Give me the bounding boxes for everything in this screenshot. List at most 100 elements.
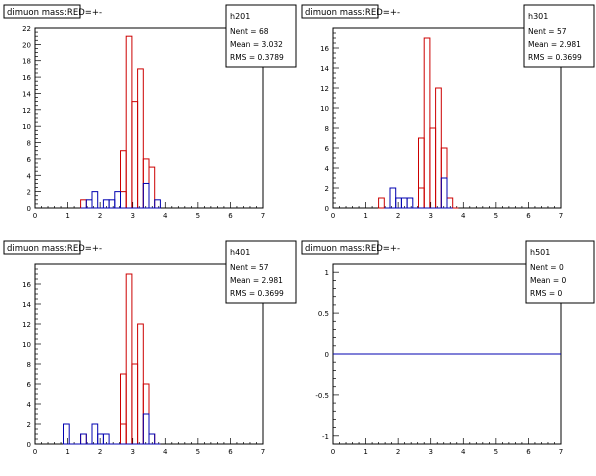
histogram-bin: [378, 197, 385, 209]
histogram-bin: [102, 199, 110, 209]
stats-box: [523, 4, 595, 68]
stats-rms: RMS = 0.3699: [528, 53, 582, 62]
y-tick-label: 14: [22, 301, 31, 309]
y-tick-label: 18: [22, 58, 31, 66]
histogram-bin: [418, 137, 425, 209]
stats-rms: RMS = 0.3789: [230, 53, 284, 62]
stats-name: h301: [528, 12, 548, 21]
histogram-bin: [91, 423, 99, 445]
x-tick-label: 2: [396, 212, 400, 220]
histogram-bin: [120, 423, 127, 445]
y-tick-label: 10: [22, 123, 31, 131]
histogram-bin: [137, 68, 144, 209]
x-tick-label: 3: [130, 448, 134, 456]
x-tick-label: 1: [65, 212, 69, 220]
y-tick-label: 0: [27, 441, 31, 449]
pad-h301: 0 1 2 3 4 5 6 7 0 2 4 6 8 10 12 14 16 dimuon mass:RED=+-…: [298, 0, 596, 236]
histogram-title: dimuon mass:RED=+-: [305, 244, 400, 254]
x-tick-label: 1: [363, 212, 367, 220]
x-tick-label: 4: [163, 212, 168, 220]
y-tick-label: 0: [27, 205, 31, 213]
histogram-bin: [63, 423, 70, 445]
y-tick-label: -0.5: [315, 392, 329, 400]
histogram-title: dimuon mass:RED=+-: [7, 8, 102, 18]
stats-box: [525, 240, 595, 304]
x-tick-label: 0: [331, 448, 335, 456]
x-tick-label: 5: [196, 448, 200, 456]
x-tick-label: 4: [163, 448, 168, 456]
histogram-bin: [80, 433, 87, 445]
histogram-bin: [142, 182, 150, 209]
y-tick-label: 12: [22, 321, 31, 329]
title-box: [3, 4, 81, 19]
histogram-bin: [400, 197, 408, 209]
y-tick-label: 1: [325, 269, 329, 277]
x-tick-label: 4: [461, 448, 466, 456]
x-tick-label: 3: [130, 212, 134, 220]
y-tick-label: -1: [322, 433, 329, 441]
y-tick-label: 6: [325, 145, 330, 153]
pad-h501: 0 1 2 3 4 5 6 7 -1 -0.5 0 0.5 1 dimuon mass:RED=+- h…: [298, 236, 596, 472]
histogram-bin: [80, 199, 87, 209]
x-tick-label: 5: [494, 212, 498, 220]
stats-rms: RMS = 0.3699: [230, 289, 284, 298]
x-tick-label: 7: [559, 448, 563, 456]
x-tick-label: 5: [494, 448, 498, 456]
histogram-bin: [435, 87, 442, 209]
x-tick-label: 7: [261, 212, 265, 220]
histogram-bin: [429, 127, 437, 209]
histogram-bin: [446, 197, 454, 209]
x-tick-label: 3: [428, 212, 432, 220]
stats-entries: Nent = 68: [230, 27, 269, 36]
x-tick-label: 2: [98, 212, 102, 220]
x-tick-label: 0: [33, 448, 37, 456]
stats-name: h501: [530, 248, 550, 257]
title-box: [301, 240, 379, 255]
stats-rms: RMS = 0: [530, 289, 562, 298]
stats-entries: Nent = 0: [530, 263, 564, 272]
x-tick-label: 6: [228, 448, 233, 456]
stats-mean: Mean = 2.981: [230, 276, 283, 285]
y-tick-label: 0: [325, 351, 329, 359]
x-tick-label: 6: [228, 212, 233, 220]
stats-mean: Mean = 3.032: [230, 40, 283, 49]
y-tick-label: 12: [22, 107, 31, 115]
x-tick-label: 1: [363, 448, 367, 456]
stats-name: h401: [230, 248, 250, 257]
histogram-bin: [406, 197, 414, 209]
histogram-h501: 0 1 2 3 4 5 6 7 -1 -0.5 0 0.5 1 dimuon mass:RED=+- h…: [301, 240, 595, 456]
y-tick-label: 6: [27, 381, 32, 389]
x-tick-label: 6: [526, 448, 531, 456]
y-tick-label: 8: [27, 361, 31, 369]
y-tick-label: 14: [320, 65, 329, 73]
stats-name: h201: [230, 12, 250, 21]
stats-box: [225, 240, 297, 304]
y-tick-label: 0: [325, 205, 329, 213]
stats-entries: Nent = 57: [528, 27, 567, 36]
histogram-bin: [148, 166, 156, 209]
y-tick-label: 16: [320, 45, 329, 53]
histogram-bin: [120, 150, 127, 209]
y-tick-label: 4: [325, 165, 330, 173]
pad-h201: 0 1 2 3 4 5 6 7 0 2 4 6 8 10 12 14 16 18 20 22 dimuon mass:…: [0, 0, 298, 236]
x-tick-label: 3: [428, 448, 432, 456]
y-tick-label: 2: [27, 189, 31, 197]
x-tick-label: 4: [461, 212, 466, 220]
x-tick-label: 0: [33, 212, 37, 220]
histogram-bin: [440, 177, 448, 209]
y-tick-label: 6: [27, 156, 32, 164]
histogram-bin: [120, 191, 127, 209]
x-tick-label: 7: [559, 212, 563, 220]
y-tick-label: 16: [22, 74, 31, 82]
y-tick-label: 20: [22, 41, 31, 49]
histogram-bin: [137, 323, 144, 445]
stats-mean: Mean = 0: [530, 276, 566, 285]
histogram-bin: [120, 373, 127, 445]
y-tick-label: 22: [22, 25, 31, 33]
pad-h401: 0 1 2 3 4 5 6 7 0 2 4 6 8 10 12 14 16 dimuon mass:RED=+-…: [0, 236, 298, 472]
y-tick-label: 10: [320, 105, 329, 113]
x-tick-label: 5: [196, 212, 200, 220]
